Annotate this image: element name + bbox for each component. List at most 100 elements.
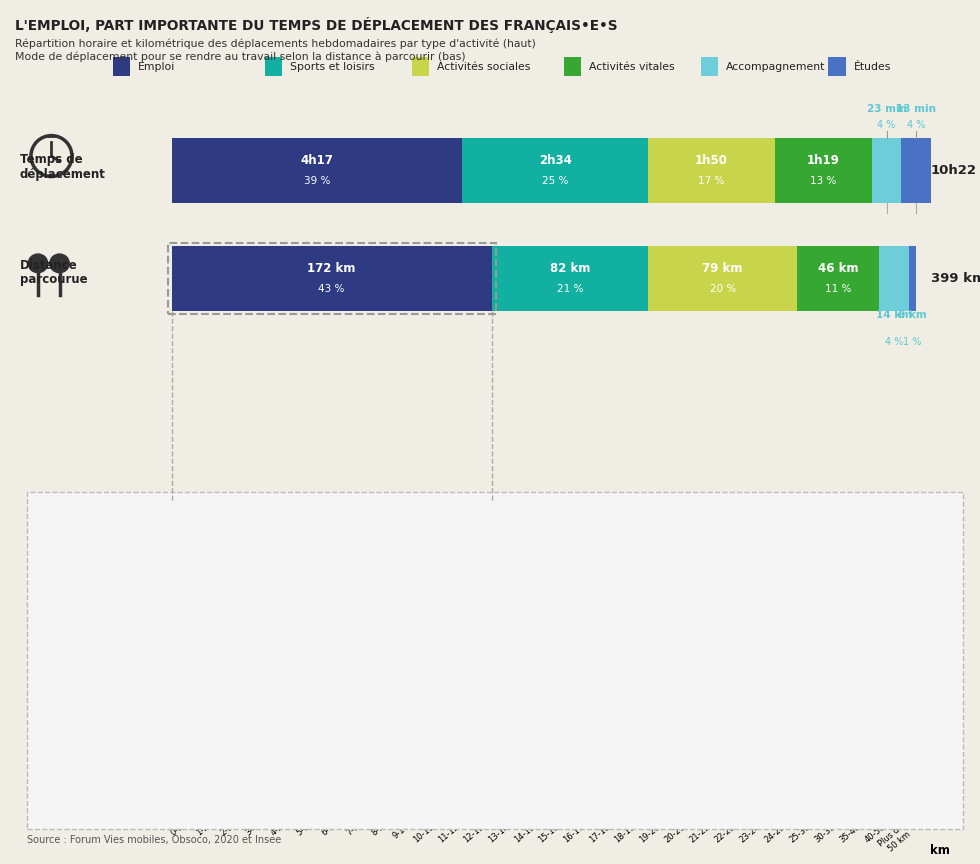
Bar <box>527 541 545 579</box>
Bar <box>653 798 670 804</box>
Bar <box>502 798 520 804</box>
Text: 🛵: 🛵 <box>75 638 87 658</box>
Text: 46 km: 46 km <box>818 262 858 275</box>
Text: 🚶: 🚶 <box>75 758 87 777</box>
Bar <box>603 804 620 807</box>
Bar <box>452 804 470 807</box>
Bar <box>753 798 771 804</box>
Bar <box>326 541 345 588</box>
Bar <box>703 541 720 576</box>
Bar <box>753 541 771 576</box>
Bar <box>402 798 420 804</box>
Bar <box>553 579 570 798</box>
Text: Tranches
de 5 km: Tranches de 5 km <box>806 505 843 525</box>
Bar <box>326 801 345 804</box>
Bar <box>854 560 871 804</box>
Bar <box>553 804 570 807</box>
Text: 🚲: 🚲 <box>75 698 87 717</box>
Text: Emploi: Emploi <box>138 61 175 72</box>
Text: 6 km: 6 km <box>899 309 927 320</box>
Bar <box>226 541 244 585</box>
Bar <box>201 720 220 731</box>
Bar <box>252 541 270 588</box>
Text: Études: Études <box>854 61 891 72</box>
Text: 21 %: 21 % <box>557 284 583 294</box>
Bar <box>627 804 646 807</box>
Bar <box>728 798 746 804</box>
Bar <box>828 566 846 804</box>
Bar <box>778 798 796 804</box>
Bar <box>252 766 270 772</box>
Circle shape <box>28 254 48 273</box>
Bar <box>878 810 897 812</box>
Bar <box>377 585 395 798</box>
Text: 4h17: 4h17 <box>300 154 333 167</box>
Bar <box>803 569 821 804</box>
Bar <box>377 544 395 585</box>
Bar <box>627 798 646 804</box>
Bar <box>577 541 596 579</box>
Bar <box>627 541 646 579</box>
Text: 2RM: 2RM <box>71 681 92 691</box>
Bar <box>878 807 897 810</box>
Bar <box>878 541 897 593</box>
Bar <box>352 807 369 812</box>
Text: 82 km: 82 km <box>550 262 590 275</box>
Text: Transports
en commun: Transports en commun <box>52 571 111 593</box>
Bar <box>778 804 796 807</box>
Circle shape <box>50 254 70 273</box>
Bar <box>352 541 369 588</box>
Bar <box>352 588 369 798</box>
Bar <box>276 585 295 779</box>
Bar <box>753 576 771 798</box>
Text: Vélo: Vélo <box>72 740 92 751</box>
Bar <box>427 798 445 804</box>
Bar <box>477 798 495 804</box>
Bar <box>452 798 470 804</box>
Bar <box>677 576 696 798</box>
Bar <box>677 804 696 807</box>
Text: 1h50: 1h50 <box>695 154 728 167</box>
Bar <box>904 807 921 810</box>
Bar <box>728 576 746 798</box>
Text: km: km <box>930 844 950 857</box>
Text: 4 %: 4 % <box>907 119 925 130</box>
Text: 1 %: 1 % <box>904 337 922 347</box>
Bar <box>302 798 319 812</box>
Bar <box>427 804 445 807</box>
Bar <box>477 541 495 581</box>
Text: L'EMPLOI, PART IMPORTANTE DU TEMPS DE DÉPLACEMENT DES FRANÇAIS•E•S: L'EMPLOI, PART IMPORTANTE DU TEMPS DE DÉ… <box>15 17 617 34</box>
Bar <box>803 810 821 812</box>
Text: 14 km: 14 km <box>876 309 912 320</box>
Bar <box>828 807 846 810</box>
Text: 2h34: 2h34 <box>539 154 571 167</box>
Bar <box>226 753 244 766</box>
Bar <box>527 807 545 812</box>
Bar <box>854 541 871 560</box>
Text: Accompagnement: Accompagnement <box>726 61 825 72</box>
Bar <box>402 804 420 807</box>
Bar <box>854 810 871 812</box>
Bar <box>326 588 345 796</box>
Bar <box>176 693 194 701</box>
Text: 172 km: 172 km <box>308 262 356 275</box>
Bar <box>377 798 395 804</box>
Bar <box>427 807 445 812</box>
Bar <box>828 541 846 566</box>
Bar <box>502 541 520 581</box>
Text: 23 min: 23 min <box>866 104 907 114</box>
Text: 79 km: 79 km <box>703 262 743 275</box>
Text: 🚌: 🚌 <box>75 529 87 548</box>
Bar <box>452 581 470 798</box>
Bar <box>753 804 771 807</box>
Bar <box>502 804 520 807</box>
Text: Voiture: Voiture <box>65 627 99 638</box>
Bar <box>252 772 270 785</box>
Bar <box>276 791 295 812</box>
Bar <box>352 798 369 804</box>
Bar <box>276 785 295 791</box>
Bar <box>302 793 319 798</box>
Bar <box>377 807 395 812</box>
Bar <box>352 804 369 807</box>
Bar <box>276 779 295 785</box>
